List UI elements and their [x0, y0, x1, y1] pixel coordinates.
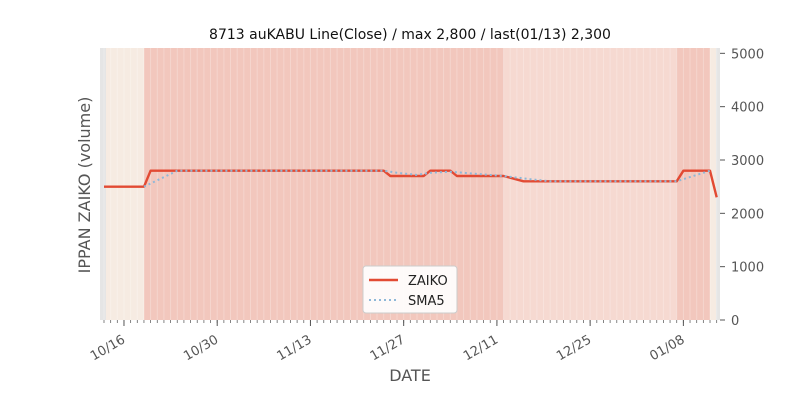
- legend: ZAIKO SMA5: [362, 265, 458, 314]
- x-tick-label: 10/30: [181, 332, 221, 364]
- x-tick-label: 10/16: [88, 332, 128, 364]
- y-tick-label: 2000: [731, 207, 764, 222]
- legend-box: [362, 265, 458, 314]
- x-tick-label: 01/08: [647, 332, 687, 364]
- x-tick-label: 11/27: [368, 332, 408, 364]
- y-axis-label: IPPAN ZAIKO (volume): [75, 97, 94, 274]
- x-axis-label: DATE: [389, 366, 431, 385]
- x-tick-label: 12/25: [554, 332, 594, 364]
- x-tick-label: 11/13: [274, 332, 314, 364]
- chart-title: 8713 auKABU Line(Close) / max 2,800 / la…: [209, 27, 611, 43]
- legend-label-zaiko: ZAIKO: [408, 274, 448, 289]
- y-tick-label: 5000: [731, 47, 764, 62]
- legend-label-sma5: SMA5: [408, 294, 445, 309]
- series-line-zaiko: [104, 169, 718, 198]
- series-line-sma5: [143, 169, 711, 188]
- shade-band-2: [503, 48, 677, 320]
- y-tick-label: 1000: [731, 261, 764, 276]
- y-tick-label: 4000: [731, 101, 764, 116]
- shade-band-0: [106, 48, 144, 320]
- y-tick-label: 0: [731, 314, 739, 329]
- x-tick-label: 12/11: [461, 332, 501, 364]
- shade-band-3: [676, 48, 710, 320]
- y-tick-label: 3000: [731, 154, 764, 169]
